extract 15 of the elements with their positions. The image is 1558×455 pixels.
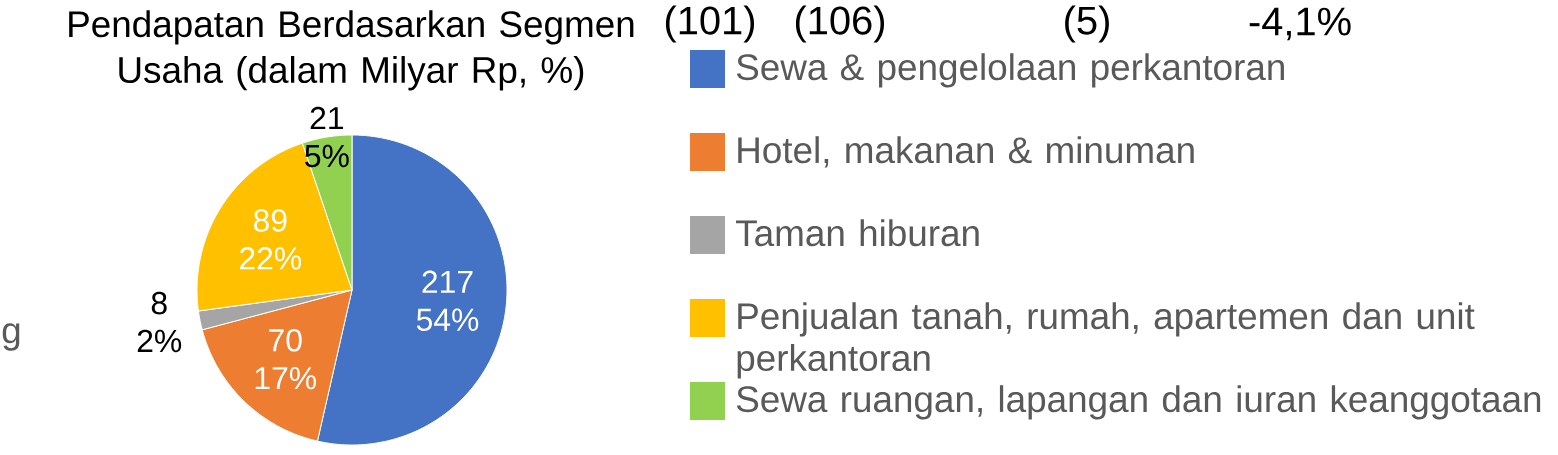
data-label: 70 17%	[255, 328, 316, 390]
legend-label: Hotel, makanan & minuman	[738, 136, 1194, 168]
text: (5)	[1065, 5, 1109, 43]
text: g	[2, 323, 20, 351]
legend-label: Sewa ruangan, lapangan dan iuran keanggotaan	[736, 385, 1541, 420]
text: -4,1%	[1249, 7, 1351, 41]
legend-label: Sewa & pengelolaan perkantoran	[736, 53, 1284, 88]
data-label: 8 2%	[137, 291, 182, 353]
text: (106)	[795, 5, 885, 43]
legend-label: Taman hiburan	[736, 219, 979, 247]
data-label: 89 22%	[240, 209, 302, 270]
legend-label: Penjualan tanah, rumah, apartemen dan unit perkantoran	[737, 302, 1475, 379]
data-label: 217 54%	[416, 270, 479, 331]
chart-title: Pendapatan Berdasarkan Segmen Usaha (dalam Milyar Rp, %)	[69, 10, 634, 91]
text: (101)	[665, 5, 755, 43]
